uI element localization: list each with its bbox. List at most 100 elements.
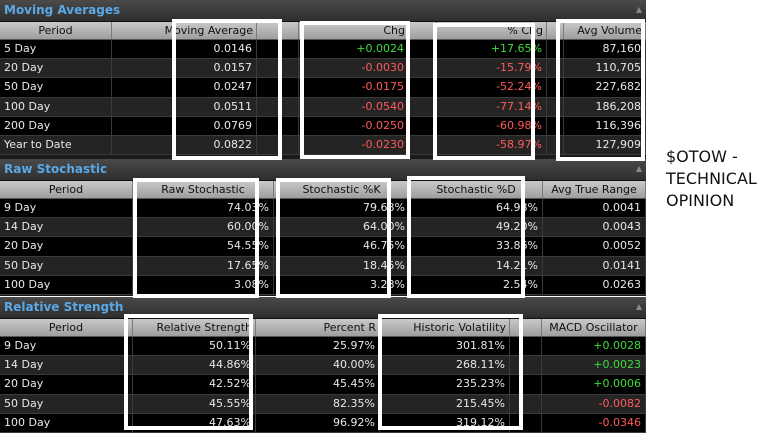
cell-macd-oscillator: +0.0006 — [542, 375, 646, 394]
cell-relative-strength: 44.86% — [133, 356, 256, 375]
column-header-relative-strength[interactable]: Relative Strength — [133, 319, 256, 336]
column-header-historic-volatility[interactable]: Historic Volatility — [380, 319, 510, 336]
cell-chg: -0.0540 — [299, 97, 409, 116]
cell-avg-true-range: 0.0043 — [543, 218, 646, 237]
panel-title: Moving Averages — [4, 3, 121, 17]
column-header-macd-oscillator[interactable]: MACD Oscillator — [542, 319, 646, 336]
cell-spacer — [547, 78, 564, 97]
cell-stochastic-k: 79.68% — [274, 199, 410, 218]
column-header-moving-average[interactable]: Moving Average — [112, 22, 257, 39]
cell-stochastic-k: 3.28% — [274, 275, 410, 294]
cell-moving-average: 0.0769 — [112, 116, 257, 135]
column-header-row: Period Relative Strength Percent R Histo… — [0, 319, 646, 337]
caption-line-technical: TECHNICAL — [666, 169, 757, 188]
table-row[interactable]: 100 Day 47.63% 96.92% 319.12% -0.0346 — [0, 413, 646, 433]
panel-title: Raw Stochastic — [4, 162, 108, 176]
column-header-period[interactable]: Period — [0, 319, 133, 336]
table-row[interactable]: 100 Day 3.08% 3.28% 2.54% 0.0263 — [0, 275, 646, 295]
column-header-raw-stochastic[interactable]: Raw Stochastic — [133, 181, 274, 198]
column-header-stochastic-k[interactable]: Stochastic %K — [274, 181, 410, 198]
cell-chg: +0.0024 — [299, 40, 409, 59]
cell-spacer — [547, 116, 564, 135]
table-row[interactable]: 9 Day 74.03% 79.68% 64.98% 0.0041 — [0, 199, 646, 219]
cell-spacer — [510, 413, 542, 432]
column-header-period[interactable]: Period — [0, 22, 112, 39]
cell-spacer — [409, 59, 437, 78]
moving-averages-header: Moving Averages ▲ — [0, 0, 646, 22]
cell-period: 50 Day — [0, 256, 133, 275]
cell-period: 14 Day — [0, 218, 133, 237]
table-row[interactable]: Year to Date 0.0822 -0.0230 -58.97% 127,… — [0, 135, 646, 156]
cell-macd-oscillator: +0.0028 — [542, 337, 646, 356]
raw-stochastic-rows: 9 Day 74.03% 79.68% 64.98% 0.0041 14 Day… — [0, 199, 646, 295]
column-header-period[interactable]: Period — [0, 181, 133, 198]
cell-spacer — [510, 375, 542, 394]
collapse-triangle-icon[interactable]: ▲ — [635, 5, 642, 14]
table-row[interactable]: 20 Day 0.0157 -0.0030 -15.79% 110,705 — [0, 59, 646, 79]
moving-averages-rows: 5 Day 0.0146 +0.0024 +17.65% 87,160 20 D… — [0, 40, 646, 156]
table-row[interactable]: 20 Day 54.55% 46.75% 33.86% 0.0052 — [0, 237, 646, 257]
column-header-avg-true-range[interactable]: Avg True Range — [543, 181, 646, 198]
cell-chg: -0.0230 — [299, 135, 409, 155]
cell-pct-chg: +17.65% — [437, 40, 547, 59]
cell-avg-volume: 116,396 — [564, 116, 646, 135]
cell-relative-strength: 50.11% — [133, 337, 256, 356]
cell-stochastic-d: 14.21% — [410, 256, 543, 275]
column-header-pct-chg[interactable]: % Chg — [437, 22, 547, 39]
side-caption: $OTOW - TECHNICAL OPINION — [666, 146, 764, 212]
cell-spacer — [257, 116, 299, 135]
table-row[interactable]: 100 Day 0.0511 -0.0540 -77.14% 186,208 — [0, 97, 646, 117]
column-header-percent-r[interactable]: Percent R — [256, 319, 380, 336]
table-row[interactable]: 200 Day 0.0769 -0.0250 -60.98% 116,396 — [0, 116, 646, 136]
table-row[interactable]: 14 Day 44.86% 40.00% 268.11% +0.0023 — [0, 356, 646, 376]
table-row[interactable]: 5 Day 0.0146 +0.0024 +17.65% 87,160 — [0, 40, 646, 60]
column-header-chg[interactable]: Chg — [299, 22, 409, 39]
cell-avg-volume: 110,705 — [564, 59, 646, 78]
cell-spacer — [409, 78, 437, 97]
cell-spacer — [510, 337, 542, 356]
cell-historic-volatility: 319.12% — [380, 413, 510, 432]
cell-period: 5 Day — [0, 40, 112, 59]
cell-spacer — [409, 97, 437, 116]
cell-avg-volume: 186,208 — [564, 97, 646, 116]
cell-moving-average: 0.0822 — [112, 135, 257, 155]
column-header-stochastic-d[interactable]: Stochastic %D — [410, 181, 543, 198]
column-header-spacer — [409, 22, 437, 39]
collapse-triangle-icon[interactable]: ▲ — [635, 302, 642, 311]
caption-line-ticker: $OTOW - — [666, 147, 738, 166]
column-header-spacer — [257, 22, 299, 39]
cell-period: 20 Day — [0, 237, 133, 256]
column-header-spacer — [510, 319, 542, 336]
cell-spacer — [547, 40, 564, 59]
cell-avg-true-range: 0.0141 — [543, 256, 646, 275]
cell-period: 100 Day — [0, 275, 133, 294]
cell-spacer — [257, 78, 299, 97]
cell-moving-average: 0.0157 — [112, 59, 257, 78]
table-row[interactable]: 9 Day 50.11% 25.97% 301.81% +0.0028 — [0, 337, 646, 357]
cell-period: 9 Day — [0, 337, 133, 356]
cell-period: 100 Day — [0, 413, 133, 432]
cell-pct-chg: -60.98% — [437, 116, 547, 135]
cell-raw-stochastic: 54.55% — [133, 237, 274, 256]
cell-pct-chg: -77.14% — [437, 97, 547, 116]
raw-stochastic-header: Raw Stochastic ▲ — [0, 159, 646, 181]
cell-spacer — [257, 135, 299, 155]
column-header-row: Period Moving Average Chg % Chg Avg Volu… — [0, 22, 646, 40]
cell-avg-true-range: 0.0041 — [543, 199, 646, 218]
cell-chg: -0.0175 — [299, 78, 409, 97]
cell-pct-chg: -15.79% — [437, 59, 547, 78]
raw-stochastic-panel: Raw Stochastic ▲ Period Raw Stochastic S… — [0, 159, 646, 296]
table-row[interactable]: 50 Day 17.65% 18.45% 14.21% 0.0141 — [0, 256, 646, 276]
collapse-triangle-icon[interactable]: ▲ — [635, 164, 642, 173]
cell-macd-oscillator: +0.0023 — [542, 356, 646, 375]
table-row[interactable]: 14 Day 60.00% 64.00% 49.20% 0.0043 — [0, 218, 646, 238]
table-row[interactable]: 50 Day 0.0247 -0.0175 -52.24% 227,682 — [0, 78, 646, 98]
table-row[interactable]: 20 Day 42.52% 45.45% 235.23% +0.0006 — [0, 375, 646, 395]
cell-historic-volatility: 268.11% — [380, 356, 510, 375]
cell-historic-volatility: 301.81% — [380, 337, 510, 356]
cell-avg-volume: 127,909 — [564, 135, 646, 155]
cell-spacer — [257, 40, 299, 59]
column-header-avg-volume[interactable]: Avg Volume — [564, 22, 646, 39]
table-row[interactable]: 50 Day 45.55% 82.35% 215.45% -0.0082 — [0, 394, 646, 414]
cell-avg-volume: 87,160 — [564, 40, 646, 59]
